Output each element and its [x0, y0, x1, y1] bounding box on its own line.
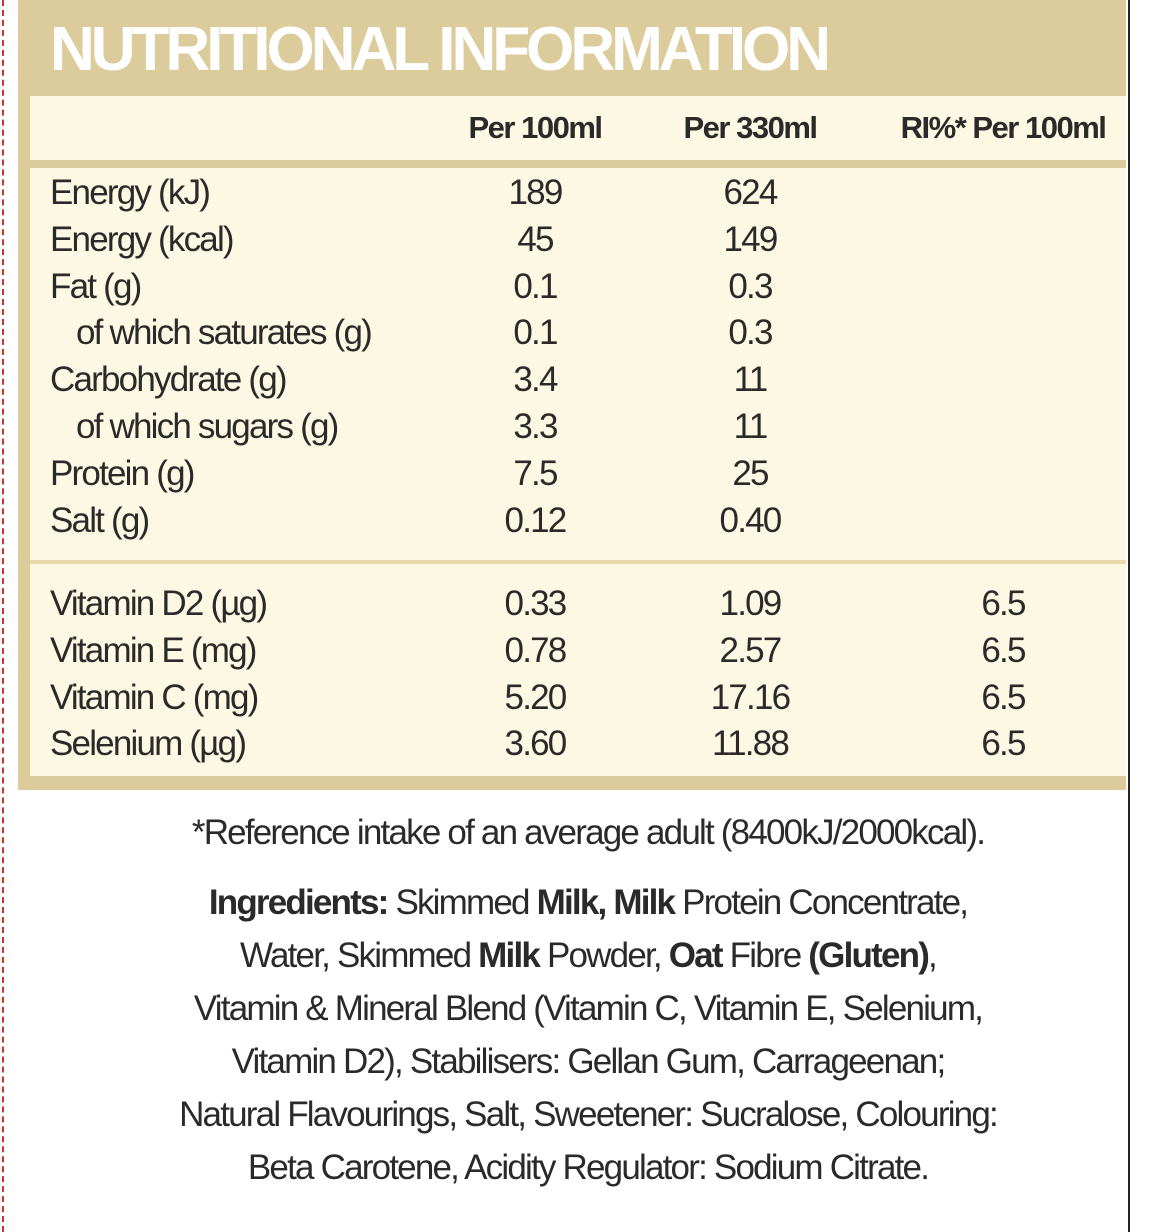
edge-line	[1128, 0, 1130, 1232]
text-segment: Vitamin D2), Stabilisers: Gellan Gum, Ca…	[231, 1042, 947, 1081]
cell: 6.5	[981, 724, 1026, 764]
row-label: Salt (g)	[50, 500, 150, 540]
text-segment: Natural Flavourings, Salt, Sweetener: Su…	[179, 1095, 999, 1134]
cell: 149	[723, 219, 779, 259]
column-header: Per 330ml	[683, 110, 819, 145]
text-segment: (Gluten)	[808, 936, 930, 975]
header-divider	[30, 160, 1126, 168]
row-label: Protein (g)	[50, 453, 195, 493]
cell: 6.5	[981, 677, 1026, 717]
row-label: of which sugars (g)	[76, 407, 339, 446]
ingredients-line: Vitamin & Mineral Blend (Vitamin C, Vita…	[193, 986, 984, 1032]
cell: 0.40	[719, 500, 783, 540]
title: NUTRITIONAL INFORMATION	[50, 15, 831, 84]
row-label: Vitamin C (mg)	[50, 677, 259, 717]
cell: 11	[733, 407, 769, 446]
text-segment: Oat	[668, 936, 724, 975]
ingredients-line: Water, Skimmed Milk Powder, Oat Fibre (G…	[240, 933, 938, 979]
ingredients-line: Beta Carotene, Acidity Regulator: Sodium…	[247, 1145, 930, 1191]
column-header: Per 100ml	[468, 110, 604, 145]
text-segment: Vitamin & Mineral Blend (Vitamin C, Vita…	[193, 989, 984, 1028]
text-segment: Water, Skimmed	[240, 936, 479, 975]
cell: 0.33	[504, 584, 568, 623]
column-header: RI%* Per 100ml	[900, 110, 1107, 145]
text-segment: Protein Concentrate,	[674, 883, 969, 922]
cell: 0.3	[728, 313, 773, 353]
row-label: Vitamin E (mg)	[50, 630, 257, 670]
cell: 2.57	[719, 630, 783, 670]
text-segment: Powder,	[539, 936, 669, 975]
text-segment: Skimmed	[387, 883, 537, 922]
text-segment: ,	[928, 936, 938, 975]
cell: 0.1	[513, 266, 558, 306]
cell: 0.3	[728, 266, 773, 306]
cell: 3.3	[513, 407, 558, 446]
text-segment: Beta Carotene, Acidity Regulator: Sodium…	[247, 1148, 930, 1187]
cell: 25	[732, 453, 769, 493]
row-label: Energy (kcal)	[50, 219, 235, 259]
ingredients-line: Natural Flavourings, Salt, Sweetener: Su…	[179, 1092, 999, 1138]
row-label: Carbohydrate (g)	[50, 360, 288, 400]
cell: 189	[508, 173, 564, 212]
text-segment: Ingredients:	[208, 883, 390, 922]
text-segment: Milk	[478, 936, 541, 975]
cell: 3.4	[513, 360, 558, 400]
cut-line	[2, 0, 4, 1232]
cell: 0.1	[513, 313, 558, 353]
cell: 624	[723, 173, 779, 212]
cell: 11.88	[712, 724, 790, 764]
row-label: Energy (kJ)	[50, 173, 211, 212]
cell: 0.78	[504, 630, 568, 670]
row-label: Vitamin D2 (µg)	[50, 584, 268, 623]
ingredients-line: Ingredients: Skimmed Milk, Milk Protein …	[208, 880, 969, 926]
cell: 45	[517, 219, 554, 259]
text-segment: Milk, Milk	[536, 883, 676, 922]
cell: 6.5	[981, 630, 1026, 670]
text-segment: Fibre	[721, 936, 809, 975]
table-body	[30, 96, 1126, 776]
cell: 11	[733, 360, 769, 400]
cell: 3.60	[504, 724, 568, 764]
row-label: of which saturates (g)	[76, 313, 373, 353]
ingredients-line: Vitamin D2), Stabilisers: Gellan Gum, Ca…	[231, 1039, 947, 1085]
cell: 17.16	[710, 677, 791, 717]
cell: 6.5	[981, 584, 1026, 623]
section-divider	[30, 560, 1126, 564]
row-label: Fat (g)	[50, 266, 142, 306]
cell: 1.09	[719, 584, 783, 623]
row-label: Selenium (µg)	[50, 724, 247, 764]
cell: 0.12	[504, 500, 568, 540]
cell: 5.20	[504, 677, 568, 717]
cell: 7.5	[513, 453, 558, 493]
footnote: *Reference intake of an average adult (8…	[191, 813, 986, 852]
